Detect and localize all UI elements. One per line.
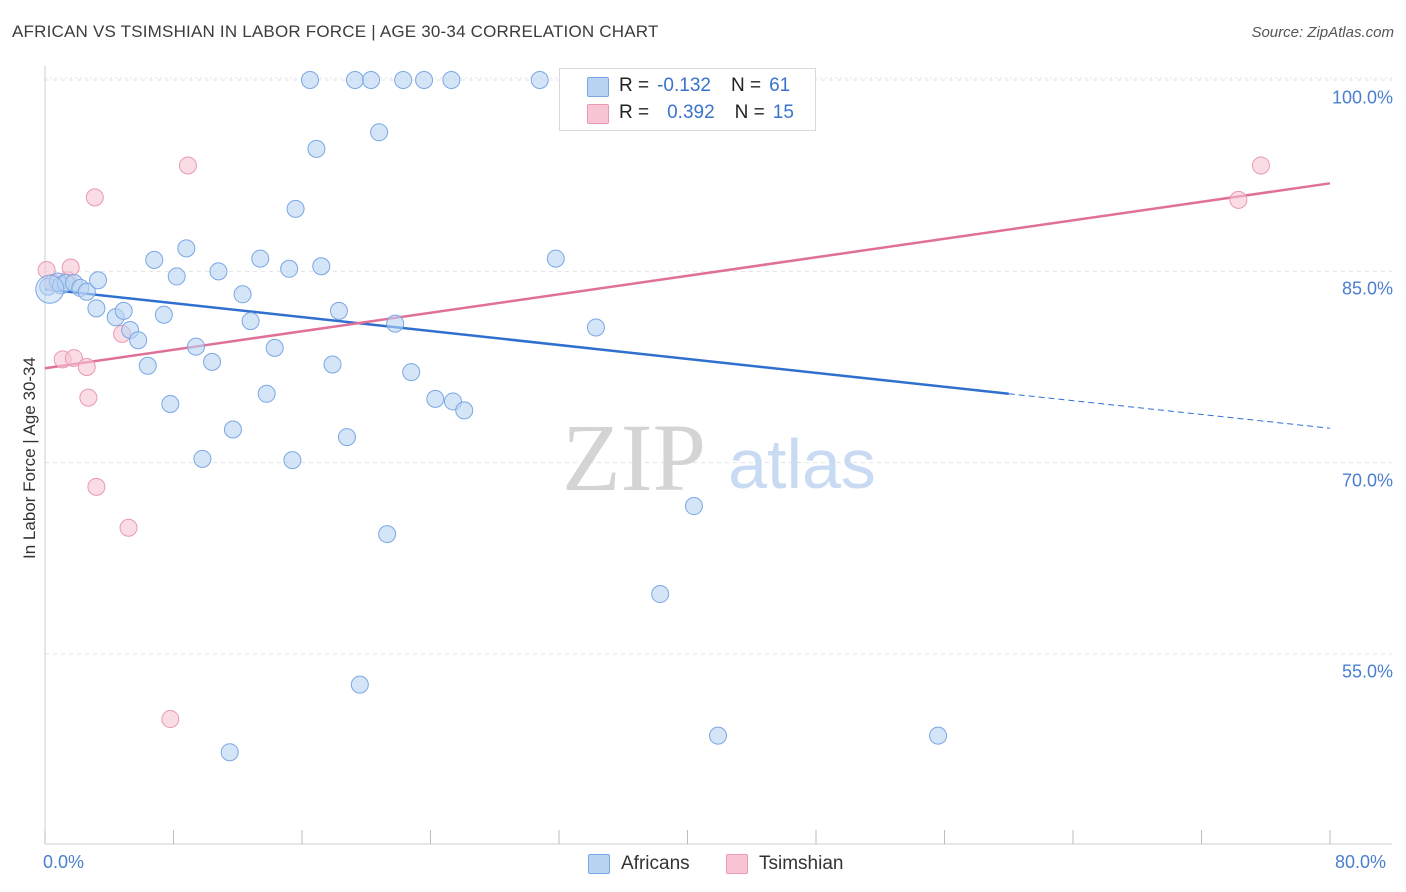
africans-trend-extension	[1008, 393, 1331, 429]
african-point-53	[546, 249, 565, 268]
african-point-33	[301, 71, 320, 89]
bottom-legend-africans[interactable]: Africans	[588, 852, 690, 876]
african-point-38	[337, 428, 356, 447]
african-point-23	[220, 743, 239, 762]
y-tick-label: 55.0%	[1341, 661, 1393, 682]
african-point-51	[455, 401, 474, 420]
tsimshian-point-5	[64, 349, 83, 368]
tsimshian-point-4	[61, 258, 80, 277]
trend-lines	[44, 182, 1331, 429]
tsimshian-point-9	[87, 477, 106, 496]
legend-tsimshian-r-value: 0.392	[667, 102, 715, 123]
african-point-44	[386, 314, 405, 333]
african-point-49	[442, 71, 461, 89]
african-point-34	[307, 139, 326, 158]
legend-tsimshian-n-value: 15	[772, 102, 794, 123]
tsimshian-point-13	[178, 156, 197, 175]
african-point-29	[265, 338, 284, 357]
african-point-43	[378, 525, 397, 544]
y-tick-label: 100.0%	[1331, 87, 1393, 108]
legend-africans-n-value: 61	[769, 75, 791, 96]
watermark-atlas: atlas	[728, 425, 876, 503]
african-point-12	[129, 331, 148, 350]
african-point-22	[209, 262, 228, 281]
african-point-45	[394, 71, 413, 89]
african-point-17	[167, 267, 186, 286]
african-point-28	[257, 384, 276, 403]
african-point-58	[709, 726, 728, 745]
african-point-57	[684, 497, 703, 516]
african-point-31	[283, 451, 302, 470]
african-cluster-point	[35, 274, 65, 304]
tsimshian-point-6	[77, 358, 96, 376]
tsimshian-point-11	[119, 518, 138, 537]
bottom-legend-tsimshian[interactable]: Tsimshian	[726, 852, 843, 876]
x-tick-min: 0.0%	[43, 852, 85, 872]
legend-tsimshian-r-label: R =	[619, 102, 650, 123]
african-point-6	[77, 282, 96, 301]
legend-africans-r-label: R =	[619, 75, 650, 96]
african-point-56	[651, 585, 670, 604]
african-point-15	[154, 305, 173, 324]
chart-title: AFRICAN VS TSIMSHIAN IN LABOR FORCE | AG…	[12, 22, 659, 41]
african-point-25	[233, 285, 252, 304]
african-point-40	[350, 675, 369, 694]
watermark-zip: ZIP	[562, 404, 706, 511]
tsimshian-point-12	[161, 710, 180, 729]
bottom-legend-label-africans: Africans	[621, 853, 690, 874]
african-point-36	[323, 355, 342, 374]
african-point-41	[362, 71, 381, 89]
african-point-24	[223, 420, 242, 439]
african-point-37	[329, 301, 348, 320]
grid-lines	[45, 77, 1392, 655]
african-point-26	[241, 312, 260, 331]
african-point-27	[251, 249, 270, 268]
legend-africans-r-value: -0.132	[657, 75, 711, 96]
tsimshian-point-8	[85, 188, 104, 207]
african-point-19	[186, 337, 205, 356]
african-point-32	[286, 199, 305, 218]
african-point-20	[193, 449, 212, 468]
stats-legend: R = -0.132 N = 61 R = 0.392 N = 15	[559, 68, 816, 131]
watermark: ZIP atlas	[562, 404, 876, 511]
african-point-21	[203, 352, 222, 371]
african-point-14	[145, 250, 164, 269]
african-point-47	[415, 71, 434, 89]
african-point-39	[346, 71, 365, 89]
x-tick-max: 80.0%	[1335, 852, 1387, 872]
bottom-legend-label-tsimshian: Tsimshian	[759, 853, 844, 874]
african-point-52	[530, 71, 549, 89]
african-point-35	[312, 257, 331, 276]
tsimshian-point-15	[1251, 156, 1270, 175]
african-point-7	[89, 271, 108, 290]
african-point-13	[138, 356, 157, 375]
africans-trend-line	[44, 287, 1009, 396]
legend-row-africans: R = -0.132 N = 61	[619, 74, 790, 98]
african-point-30	[280, 259, 299, 278]
source-label: Source: ZipAtlas.com	[1251, 24, 1394, 41]
african-point-8	[87, 299, 106, 318]
tsimshian-trend-line	[44, 182, 1331, 370]
legend-swatch-africans	[587, 77, 609, 97]
african-point-42	[370, 123, 389, 142]
legend-africans-n-label: N =	[730, 75, 762, 96]
tsimshian-point-14	[1229, 190, 1248, 209]
bottom-legend-swatch-africans	[588, 854, 610, 874]
african-point-18	[177, 239, 196, 258]
y-tick-label: 85.0%	[1341, 278, 1393, 299]
legend-tsimshian-n-label: N =	[734, 102, 765, 123]
legend-swatch-tsimshian	[587, 104, 609, 124]
african-point-48	[426, 389, 445, 408]
african-point-10	[114, 301, 133, 320]
african-point-16	[161, 394, 180, 413]
african-point-60	[929, 726, 948, 745]
axes	[44, 66, 1392, 845]
african-point-55	[586, 318, 605, 337]
tsimshian-point-7	[79, 388, 98, 407]
african-point-46	[402, 363, 421, 382]
legend-row-tsimshian: R = 0.392 N = 15	[619, 101, 794, 125]
bottom-legend-swatch-tsimshian	[726, 854, 748, 874]
y-tick-label: 70.0%	[1341, 470, 1393, 491]
